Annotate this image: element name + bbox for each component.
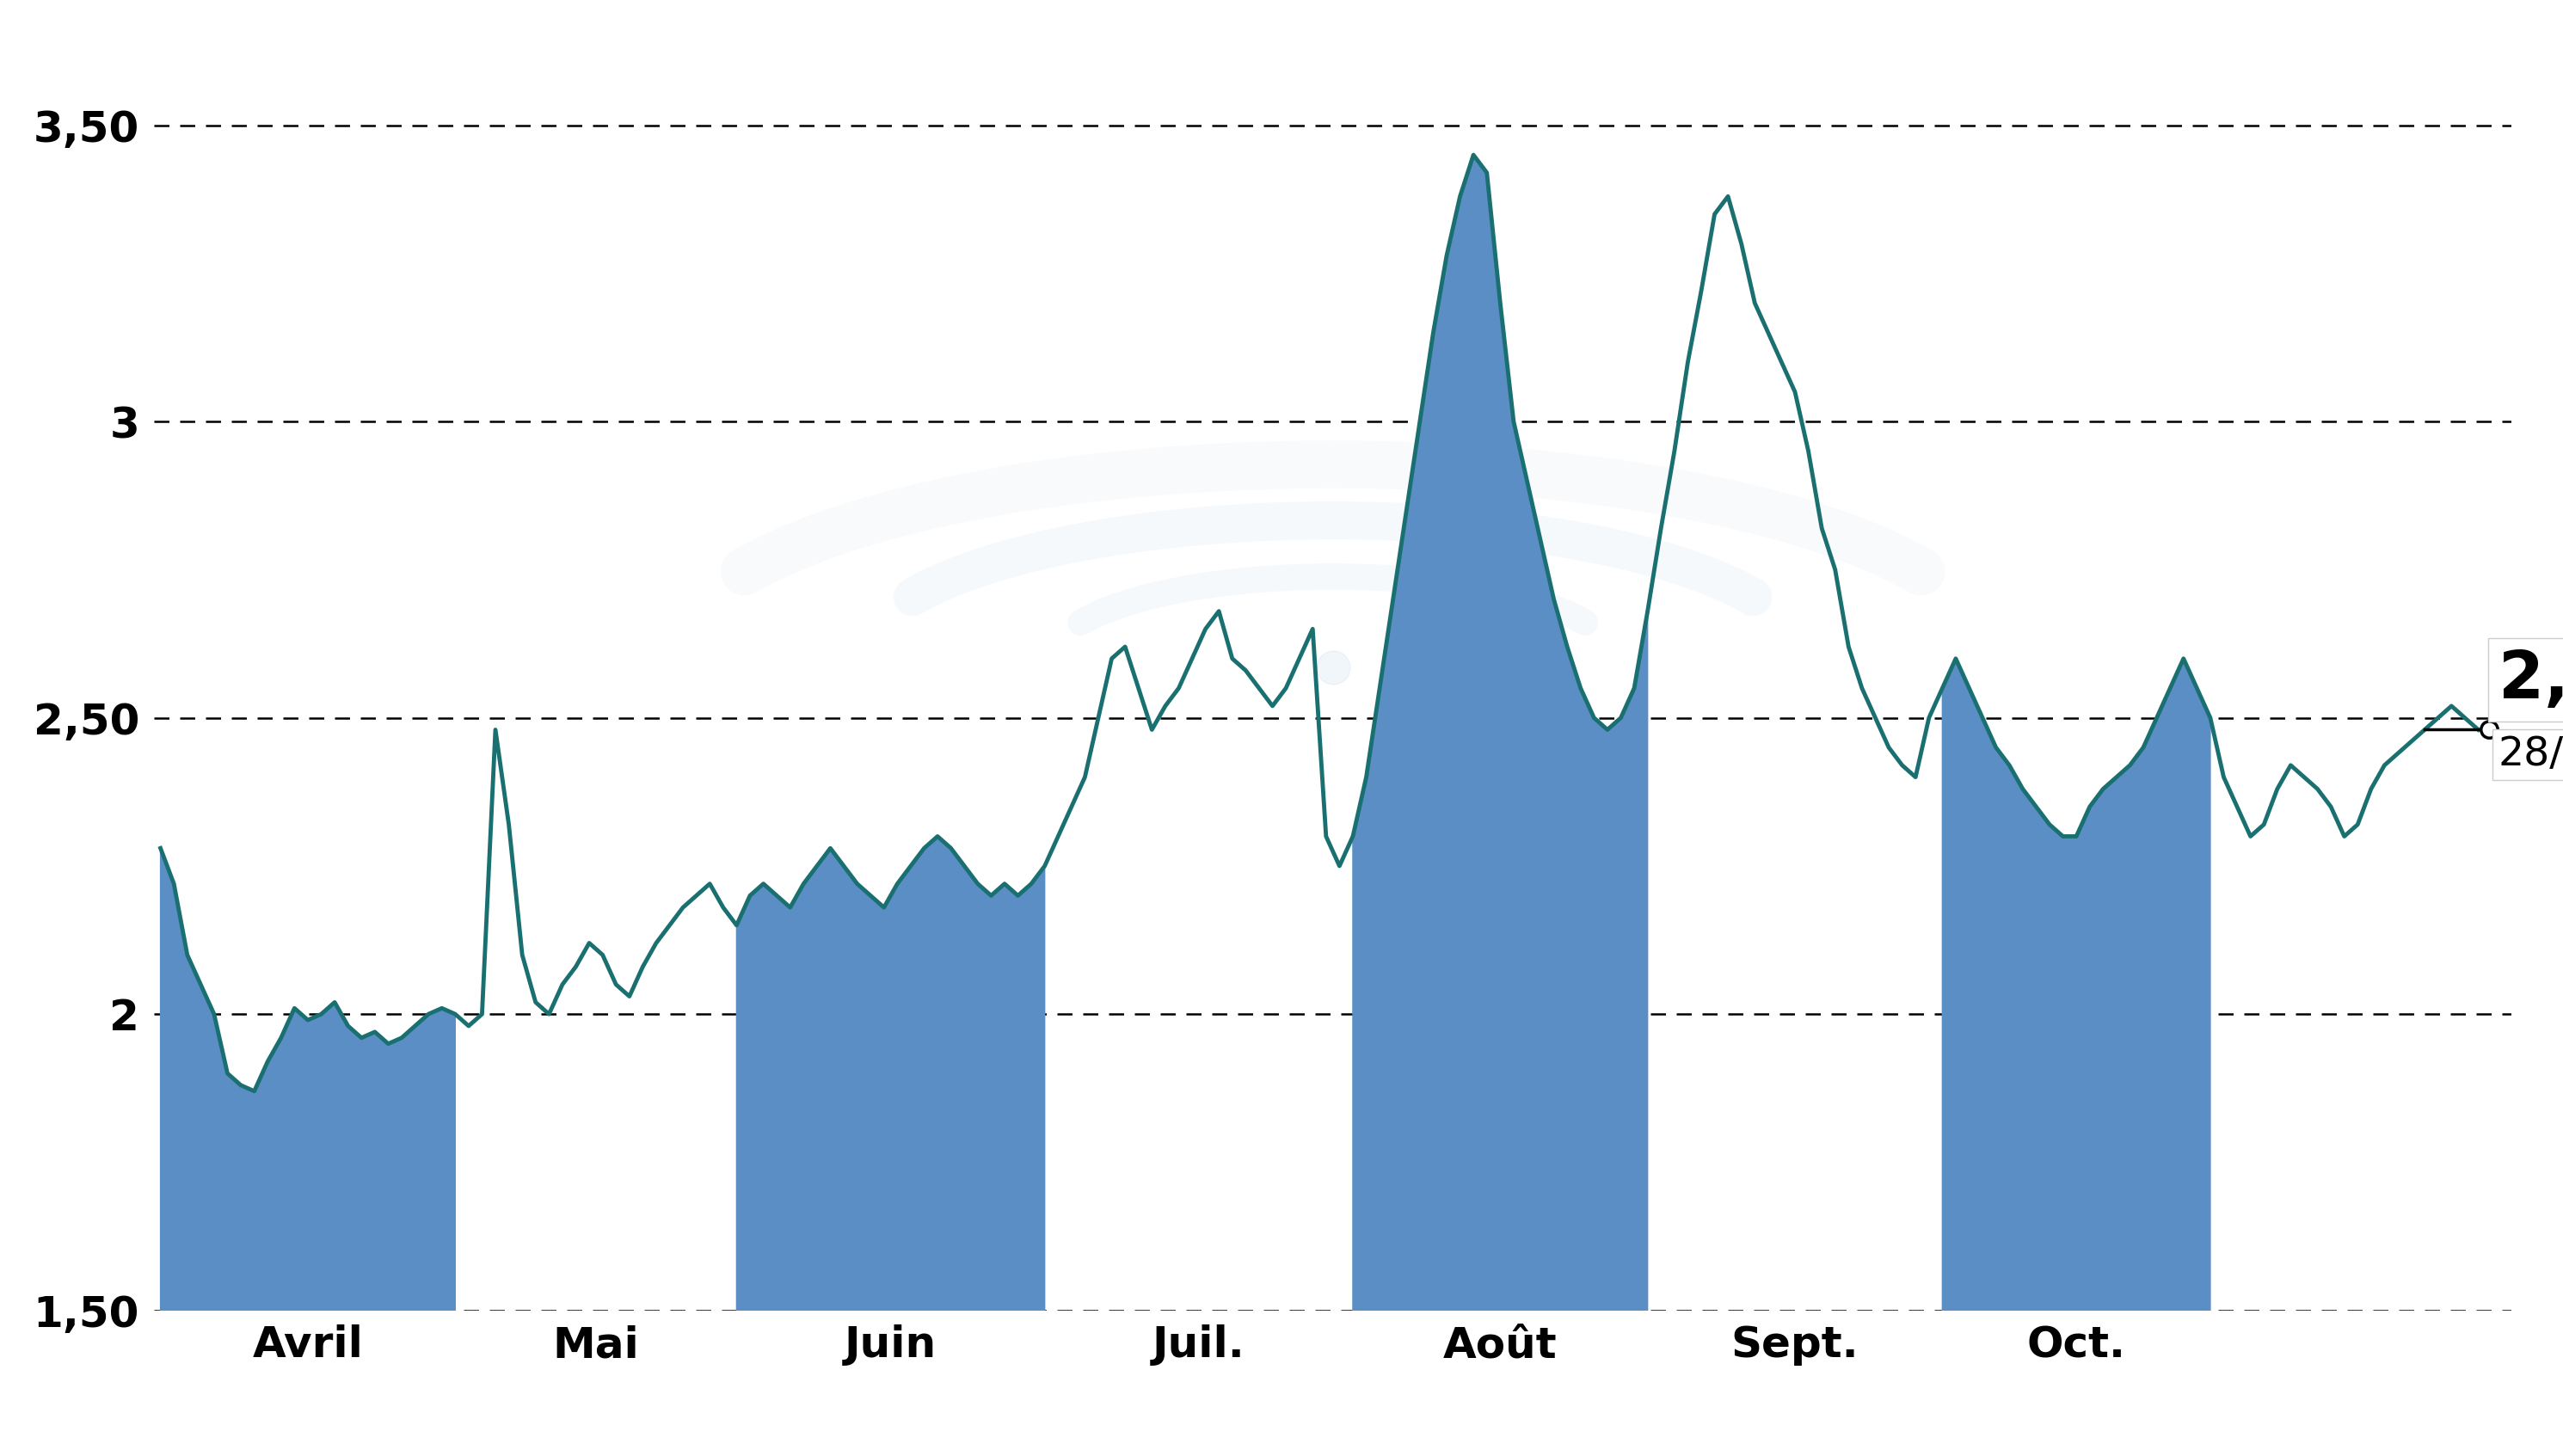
Polygon shape [161, 849, 456, 1310]
Polygon shape [1353, 154, 1648, 1310]
Polygon shape [736, 836, 1046, 1310]
Text: 2,48: 2,48 [2499, 648, 2563, 712]
Polygon shape [1943, 658, 2209, 1310]
Text: 28/10: 28/10 [2499, 735, 2563, 775]
Text: Monogram Orthopaedics, Inc.: Monogram Orthopaedics, Inc. [564, 31, 1999, 115]
